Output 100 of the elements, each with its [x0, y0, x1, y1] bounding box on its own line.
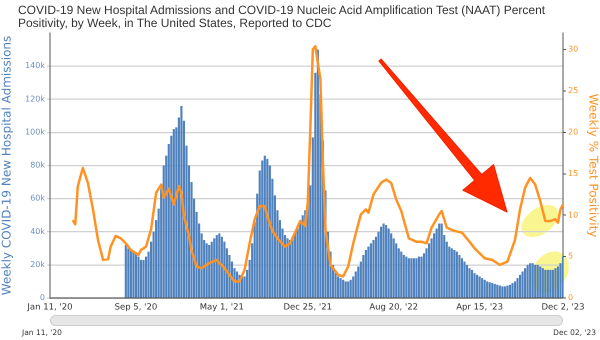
bar [534, 264, 536, 298]
bar [337, 276, 340, 298]
bar [380, 226, 382, 298]
bar [415, 258, 418, 298]
bar [137, 256, 140, 298]
bar [438, 223, 440, 298]
bar [516, 278, 519, 298]
bar [496, 284, 498, 298]
bar [478, 276, 481, 298]
bar [142, 260, 145, 298]
bar [460, 258, 463, 298]
bar [210, 242, 213, 298]
bar [544, 270, 546, 298]
bar [466, 264, 468, 298]
bar [529, 263, 532, 298]
bar [536, 264, 539, 298]
bar [481, 278, 484, 298]
x-tick-label: Dec 2, '23 [541, 302, 585, 312]
bar [470, 270, 474, 298]
y-axis-title: Weekly COVID-19 New Hospital Admissions [0, 36, 14, 296]
bar [453, 250, 456, 298]
y-tick-label: 140k [25, 61, 46, 70]
bar [546, 270, 549, 298]
bar [402, 254, 405, 298]
x-tick-label: Sep 5, '20 [114, 302, 158, 312]
bar [456, 252, 458, 298]
bar [364, 250, 367, 298]
y2-tick-label: 0 [568, 293, 574, 302]
bar [556, 266, 560, 298]
bar [494, 284, 496, 298]
bar [458, 254, 460, 298]
bar [526, 264, 529, 298]
bar [344, 281, 347, 298]
bar [132, 252, 134, 298]
bar [518, 274, 522, 298]
x-tick-label: Apr 15, '23 [456, 302, 503, 312]
y2-tick-label: 30 [568, 44, 578, 54]
bar [501, 286, 504, 298]
bar [552, 270, 554, 298]
bar [208, 245, 210, 298]
y-tick-label: 80k [30, 160, 46, 170]
bar [511, 283, 514, 298]
bar [532, 263, 534, 298]
x-tick-label: Aug 20, '22 [369, 302, 418, 312]
bar [400, 252, 402, 298]
bar [347, 281, 350, 298]
bar [206, 243, 208, 298]
bar [521, 272, 524, 298]
y2-tick-label: 15 [568, 168, 578, 178]
y-tick-label: 0 [40, 293, 45, 302]
bar [486, 281, 488, 298]
bar [372, 240, 375, 298]
x-tick-label: Dec 25, '21 [284, 302, 332, 312]
bar [382, 223, 385, 298]
bar [408, 258, 410, 298]
y-tick-label: 60k [30, 194, 46, 203]
y2-tick-label: 25 [568, 86, 578, 96]
bar [542, 268, 544, 298]
bar [264, 156, 266, 298]
bar [340, 278, 342, 298]
bar [350, 280, 352, 298]
bar [405, 256, 408, 298]
chart-title: COVID-19 New Hospital Admissions and COVID-19 Nucleic Acid Amplification Test (NAAT) Percent Positivity, by Week, in The United States, Reported to CDC [18, 3, 546, 30]
bar [440, 223, 443, 298]
bar [514, 281, 516, 298]
bar [388, 228, 390, 298]
bar [549, 270, 552, 298]
bar [463, 262, 466, 298]
bar [412, 258, 415, 298]
bar [130, 250, 132, 298]
bar [473, 273, 476, 298]
bar [539, 266, 542, 298]
bar [140, 260, 142, 298]
bar [127, 248, 130, 298]
bar [524, 268, 526, 298]
bar [508, 284, 512, 298]
bar [218, 233, 220, 298]
x-tick-label: May 1, '21 [200, 302, 244, 312]
y2-tick-label: 20 [568, 127, 578, 136]
bar [370, 243, 372, 298]
bar [491, 283, 494, 298]
bar [450, 248, 453, 298]
bar [410, 258, 412, 298]
bar [342, 280, 344, 298]
bar [124, 245, 127, 298]
bar [504, 286, 506, 298]
bar [488, 282, 491, 298]
bar [213, 238, 216, 298]
bar [484, 280, 486, 298]
bar [216, 235, 218, 298]
y-tick-label: 100k [25, 127, 46, 136]
x-tick-label: Jan 11, '20 [26, 302, 73, 312]
bar [476, 274, 478, 298]
y2-axis-title: Weekly % Test Positivity [586, 94, 600, 238]
y2-tick-label: 5 [568, 252, 574, 261]
bar [468, 268, 471, 298]
bar [134, 253, 137, 298]
bar [385, 225, 388, 298]
y-tick-label: 20k [30, 260, 46, 269]
y2-tick-label: 10 [568, 210, 578, 220]
